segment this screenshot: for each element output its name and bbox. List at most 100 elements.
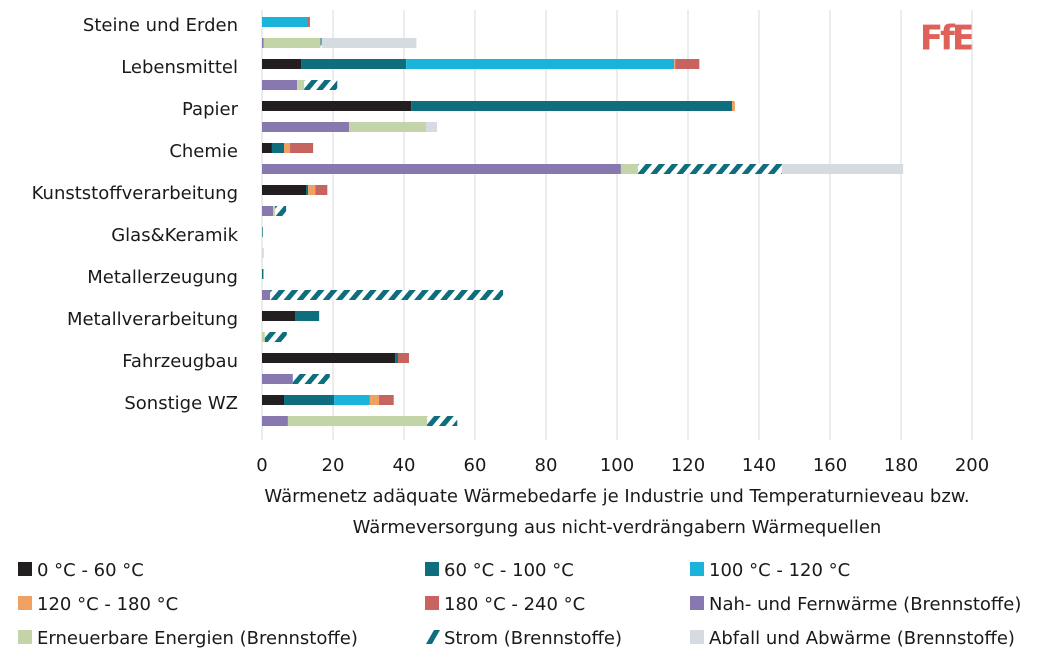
bar xyxy=(290,143,314,153)
bar xyxy=(273,206,276,216)
bar xyxy=(297,80,305,90)
grid xyxy=(261,10,973,440)
bar xyxy=(262,227,263,237)
legend-marker xyxy=(426,630,440,644)
bar xyxy=(620,164,638,174)
legend-marker xyxy=(18,596,32,610)
x-axis-label: Wärmenetz adäquate Wärmebedarfe je Indus… xyxy=(264,486,969,507)
y-tick-label: Metallerzeugung xyxy=(87,267,238,288)
y-tick-label: Kunststoffverarbeitung xyxy=(32,183,238,204)
x-tick-label: 0 xyxy=(256,455,267,476)
bar xyxy=(262,122,349,132)
bar xyxy=(262,143,272,153)
x-tick-label: 20 xyxy=(322,455,345,476)
bar xyxy=(262,59,302,69)
bar xyxy=(395,353,398,363)
bar xyxy=(295,311,320,321)
bar xyxy=(301,59,407,69)
bar xyxy=(782,164,904,174)
y-tick-label: Metallverarbeitung xyxy=(67,309,238,330)
bar xyxy=(263,38,321,48)
bar xyxy=(262,164,621,174)
bar xyxy=(262,206,274,216)
y-tick-label: Fahrzeugbau xyxy=(122,351,238,372)
logo: FfE xyxy=(920,19,973,59)
x-tick-label: 120 xyxy=(671,455,705,476)
bar xyxy=(427,416,458,426)
legend-label: Abfall und Abwärme (Brennstoffe) xyxy=(709,628,1015,648)
bar xyxy=(262,374,293,384)
legend-label: 0 °C - 60 °C xyxy=(37,560,144,581)
y-tick-label: Sonstige WZ xyxy=(124,393,238,414)
x-axis-label: Wärmeversorgung aus nicht-verdrängabern … xyxy=(353,517,882,538)
bar xyxy=(320,38,322,48)
bar xyxy=(675,59,700,69)
y-tick-label: Papier xyxy=(182,99,239,120)
bar xyxy=(284,395,335,405)
bar xyxy=(674,59,676,69)
bar xyxy=(262,311,296,321)
bar xyxy=(264,332,287,342)
legend-label: 60 °C - 100 °C xyxy=(444,560,574,581)
bar xyxy=(262,290,271,300)
bar xyxy=(262,248,264,258)
x-tick-label: 160 xyxy=(813,455,847,476)
x-tick-label: 60 xyxy=(464,455,487,476)
bar xyxy=(411,101,733,111)
bar xyxy=(637,164,783,174)
bar xyxy=(262,17,308,27)
legend-marker xyxy=(690,596,704,610)
bar xyxy=(262,416,288,426)
bar xyxy=(284,143,291,153)
y-tick-label: Steine und Erden xyxy=(83,15,238,36)
bar xyxy=(287,416,428,426)
bar xyxy=(315,185,328,195)
legend-label: Erneuerbare Energien (Brennstoffe) xyxy=(37,628,358,648)
legend-marker xyxy=(18,630,32,644)
bar xyxy=(308,185,316,195)
x-tick-label: 140 xyxy=(742,455,776,476)
x-tick-label: 180 xyxy=(884,455,918,476)
x-tick-label: 100 xyxy=(600,455,634,476)
bar xyxy=(406,59,675,69)
bar xyxy=(262,80,298,90)
bar xyxy=(304,80,338,90)
bar xyxy=(306,185,309,195)
legend-label: 180 °C - 240 °C xyxy=(444,594,585,615)
bar xyxy=(262,38,264,48)
y-tick-label: Glas&Keramik xyxy=(111,225,238,246)
bar xyxy=(378,395,394,405)
legend-marker xyxy=(690,562,704,576)
legend-marker xyxy=(18,562,32,576)
x-tick-label: 200 xyxy=(955,455,989,476)
legend-label: Strom (Brennstoffe) xyxy=(444,628,622,648)
bar xyxy=(270,290,504,300)
bar xyxy=(369,395,379,405)
bar xyxy=(334,395,370,405)
bar xyxy=(275,206,287,216)
y-tick-label: Chemie xyxy=(169,141,238,162)
bar xyxy=(262,185,307,195)
bar xyxy=(321,38,417,48)
bar xyxy=(426,122,438,132)
legend-marker xyxy=(425,562,439,576)
x-tick-label: 80 xyxy=(535,455,558,476)
bar xyxy=(262,353,396,363)
legend-label: 100 °C - 120 °C xyxy=(709,560,850,581)
bar xyxy=(262,332,265,342)
x-tick-label: 40 xyxy=(393,455,416,476)
bar xyxy=(262,269,264,279)
bar xyxy=(307,17,310,27)
legend-marker xyxy=(425,596,439,610)
bar xyxy=(732,101,735,111)
bar xyxy=(271,143,285,153)
bar xyxy=(348,122,427,132)
legend-label: 120 °C - 180 °C xyxy=(37,594,178,615)
y-tick-label: Lebensmittel xyxy=(121,57,238,78)
bar xyxy=(262,101,412,111)
bar xyxy=(292,374,330,384)
bar xyxy=(262,395,285,405)
bar xyxy=(397,353,409,363)
legend-marker xyxy=(690,630,704,644)
